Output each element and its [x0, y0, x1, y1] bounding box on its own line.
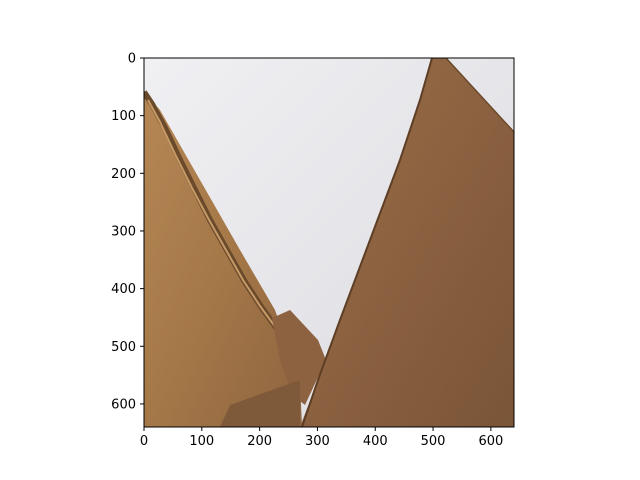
- left-cardboard-flap: [144, 92, 302, 427]
- x-tick-label: 300: [305, 434, 330, 449]
- right-flap-top-edge: [445, 58, 514, 133]
- left-flap-edge-highlight: [147, 99, 291, 351]
- right-cardboard-flap: [300, 58, 514, 427]
- x-tick-label: 100: [189, 434, 214, 449]
- y-tick-label: 400: [111, 282, 136, 297]
- folded-corner-piece: [272, 310, 326, 405]
- photo: [144, 58, 514, 427]
- y-tick-label: 100: [111, 109, 136, 124]
- y-tick-label: 0: [128, 52, 136, 67]
- x-tick-label: 500: [421, 434, 446, 449]
- x-tick-label: 200: [247, 434, 272, 449]
- x-tick-label: 600: [478, 434, 503, 449]
- right-flap-edge: [301, 58, 433, 427]
- y-tick-label: 500: [111, 340, 136, 355]
- y-axis: 0 100 200 300 400 500 600: [111, 52, 144, 412]
- y-tick-label: 200: [111, 167, 136, 182]
- bottom-shadow-piece: [220, 380, 300, 427]
- axes-frame: [143, 57, 515, 428]
- x-tick-label: 0: [140, 434, 148, 449]
- y-tick-label: 300: [111, 224, 136, 239]
- x-axis: 0 100 200 300 400 500 600: [140, 427, 503, 449]
- y-tick-label: 600: [111, 397, 136, 412]
- x-tick-label: 400: [363, 434, 388, 449]
